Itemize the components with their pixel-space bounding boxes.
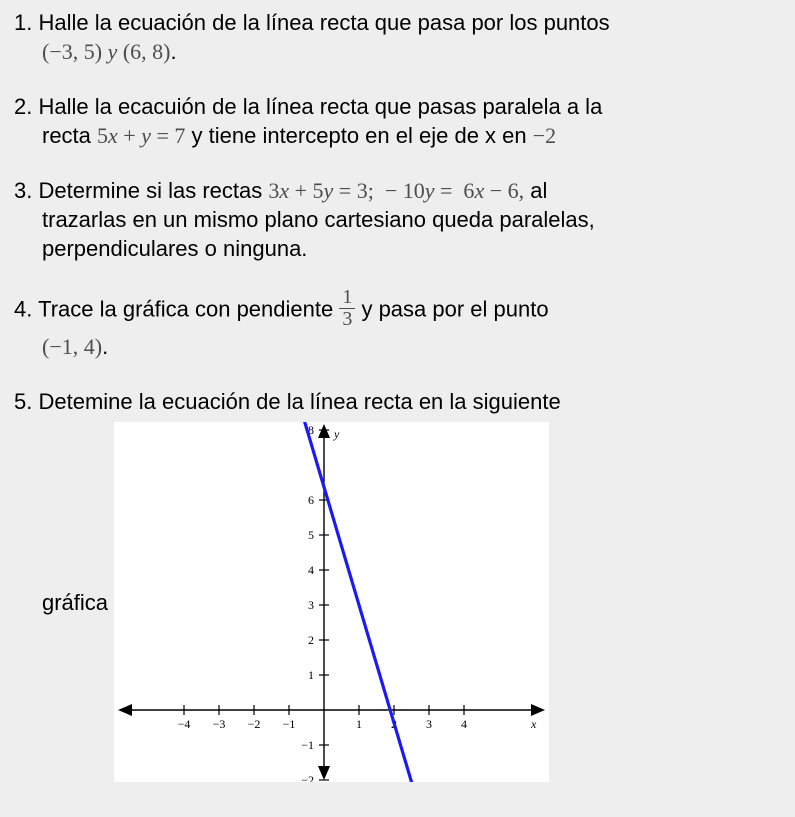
problem-2: 2. Halle la ecacuión de la línea recta q…	[14, 92, 781, 150]
svg-text:x: x	[530, 717, 537, 731]
text: y pasa por el punto	[355, 297, 548, 322]
problem-number: 2.	[14, 94, 32, 119]
fraction: 13	[339, 287, 355, 330]
problem-number: 4.	[14, 297, 32, 322]
svg-text:3: 3	[426, 717, 432, 731]
svg-text:2: 2	[308, 633, 314, 647]
problem-5: 5. Detemine la ecuación de la línea rect…	[14, 387, 781, 782]
problem-line2: recta 5x + y = 7 y tiene intercepto en e…	[42, 121, 781, 150]
text: recta	[42, 123, 97, 148]
math-eq2: − 10y = 6x − 6,	[374, 178, 524, 203]
math-point: (6, 8)	[123, 39, 171, 64]
text: al	[524, 178, 547, 203]
math-value: −2	[533, 123, 556, 148]
problem-text: Halle la ecuación de la línea recta que …	[38, 10, 609, 35]
svg-text:3: 3	[308, 598, 314, 612]
problem-1: 1. Halle la ecuación de la línea recta q…	[14, 8, 781, 66]
problem-text: Halle la ecacuión de la línea recta que …	[38, 94, 602, 119]
svg-text:−2: −2	[301, 773, 314, 782]
math-point: (−3, 5)	[42, 39, 102, 64]
figure-label: gráfica	[14, 588, 114, 617]
svg-text:−1: −1	[301, 738, 314, 752]
problem-line2: (−3, 5) y (6, 8).	[42, 37, 781, 66]
svg-text:4: 4	[308, 563, 314, 577]
problem-number: 5.	[14, 389, 32, 414]
text: y tiene intercepto en el eje de x en	[185, 123, 532, 148]
problem-4: 4. Trace la gráfica con pendiente 13 y p…	[14, 289, 781, 361]
math-eq1: 3x + 5y = 3;	[268, 178, 373, 203]
line-graph: −4−3−2−11234−2−11234568xy	[114, 422, 549, 782]
problem-number: 3.	[14, 178, 32, 203]
fraction-top: 1	[339, 287, 355, 308]
svg-text:−3: −3	[213, 717, 226, 731]
problem-5-figure-row: gráfica −4−3−2−11234−2−11234568xy	[14, 422, 781, 782]
text: Trace la gráfica con pendiente	[38, 297, 339, 322]
svg-text:−1: −1	[283, 717, 296, 731]
problem-line3: perpendiculares o ninguna.	[42, 234, 781, 263]
svg-text:4: 4	[461, 717, 467, 731]
problem-line2: trazarlas en un mismo plano cartesiano q…	[42, 205, 781, 234]
tail: .	[170, 39, 176, 64]
problem-number: 1.	[14, 10, 32, 35]
connector-y: y	[102, 39, 123, 64]
page: 1. Halle la ecuación de la línea recta q…	[0, 0, 795, 782]
text: Determine si las rectas	[38, 178, 268, 203]
svg-text:−4: −4	[178, 717, 191, 731]
fraction-bottom: 3	[339, 308, 355, 330]
text: Detemine la ecuación de la línea recta e…	[38, 389, 560, 414]
problem-line2: (−1, 4).	[42, 332, 781, 361]
svg-text:6: 6	[308, 493, 314, 507]
svg-text:−2: −2	[248, 717, 261, 731]
problem-list: 1. Halle la ecuación de la línea recta q…	[14, 8, 781, 782]
svg-text:1: 1	[308, 668, 314, 682]
math-point: (−1, 4)	[42, 334, 102, 359]
math-eq: 5x + y = 7	[97, 123, 185, 148]
tail: .	[102, 334, 108, 359]
svg-text:y: y	[333, 427, 340, 441]
svg-text:1: 1	[356, 717, 362, 731]
problem-3: 3. Determine si las rectas 3x + 5y = 3; …	[14, 176, 781, 263]
svg-text:5: 5	[308, 528, 314, 542]
